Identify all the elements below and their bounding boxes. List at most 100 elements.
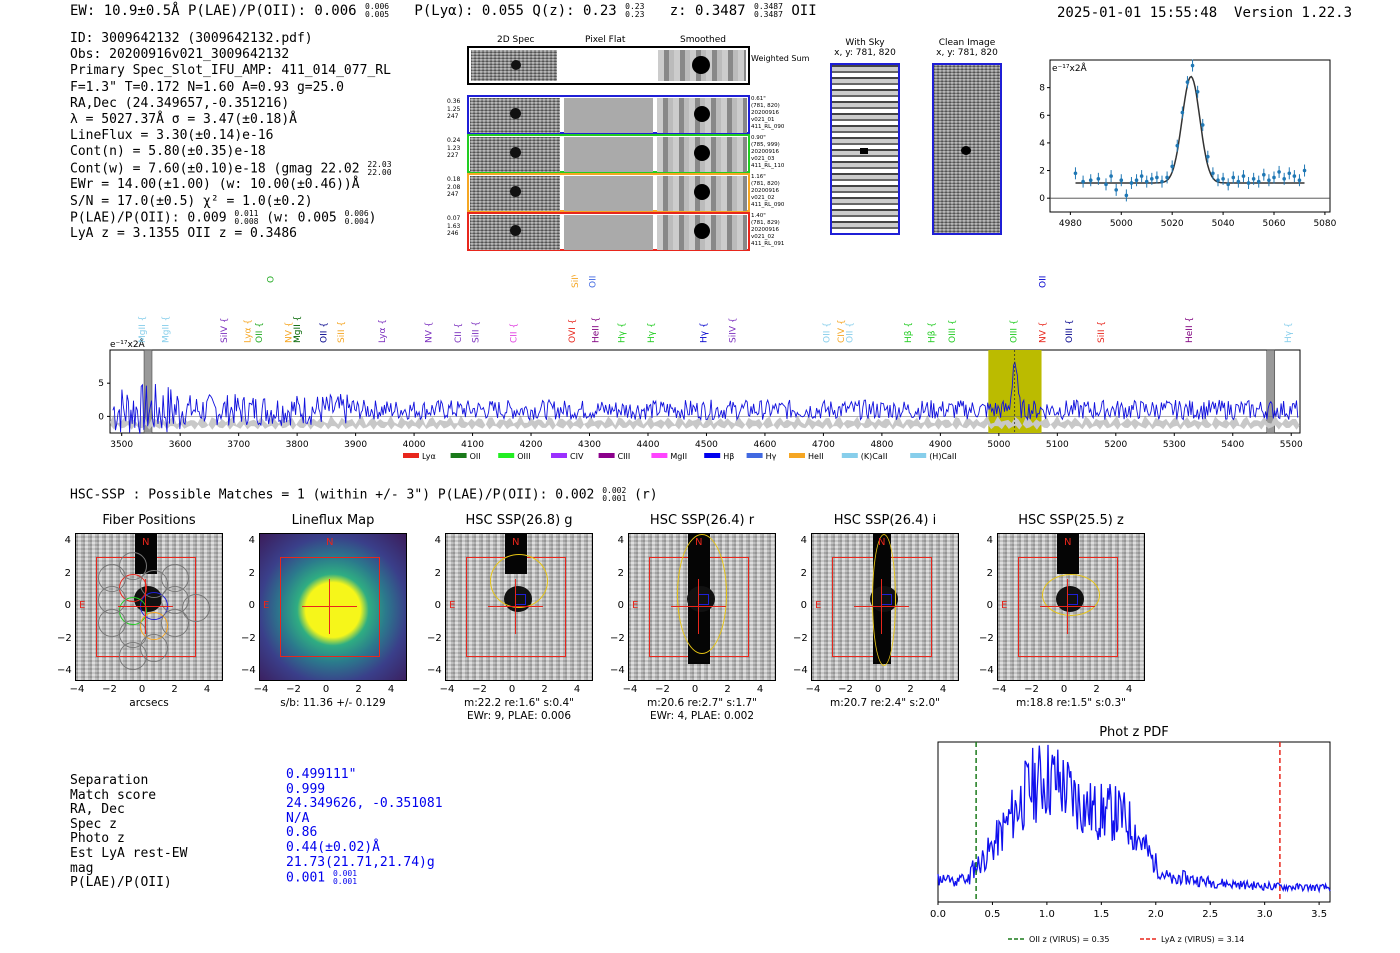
masked-region xyxy=(143,349,153,434)
cutout-row xyxy=(467,134,750,173)
x-tick-label: 4200 xyxy=(520,440,543,450)
match-label: RA, Dec xyxy=(70,802,125,818)
cutout-stat: 227 xyxy=(447,152,459,159)
y-tick-label: −2 xyxy=(610,632,625,644)
emission-line-label: HeII { xyxy=(591,317,601,343)
cutout-smoothed xyxy=(657,215,747,250)
emission-line-label: HeII { xyxy=(1185,317,1195,343)
data-point xyxy=(1231,175,1236,180)
fiber-marker xyxy=(698,594,709,605)
hsc-panel-title: HSC SSP(25.5) z xyxy=(1018,513,1124,528)
cutout-smoothed-source xyxy=(694,145,710,161)
legend-swatch xyxy=(841,453,858,458)
legend-label: Hγ xyxy=(766,452,777,461)
hsc-panel-title: HSC SSP(26.4) i xyxy=(833,513,937,528)
x-tick-label: 3.5 xyxy=(1311,909,1327,920)
x-tick-label: 5060 xyxy=(1263,219,1286,229)
weighted-2dspec xyxy=(471,50,557,81)
legend-label: (K)CaII xyxy=(861,452,888,461)
cutout-meta-line: 411_RL_091 xyxy=(751,241,785,247)
legend-label: MgII xyxy=(670,452,687,461)
match-label: Est LyA rest-EW xyxy=(70,845,188,861)
y-axis-label: e⁻¹⁷x2Å xyxy=(1052,62,1088,74)
y-tick-label: 4 xyxy=(64,535,71,546)
with-sky-title: With Sky x, y: 781, 820 xyxy=(834,38,896,58)
weighted-sum-cutout xyxy=(467,46,750,85)
x-tick-label: 3900 xyxy=(344,440,367,450)
hsc-caption: arcsecs xyxy=(129,697,169,709)
hsc-caption: m:22.2 re:1.6" s:0.4" xyxy=(464,697,574,709)
detection-info: ID: 3009642132 (3009642132.pdf) Obs: 202… xyxy=(70,31,392,243)
photz-curve xyxy=(937,744,1331,894)
info-line: Cont(n) = 5.80(±0.35)e-18 xyxy=(70,144,266,160)
legend-swatch xyxy=(598,453,615,458)
x-tick-label: 2 xyxy=(724,684,731,695)
legend-oii-label: OII z (VIRUS) = 0.35 xyxy=(1029,935,1109,944)
emission-line-label: Hγ { xyxy=(1284,322,1294,343)
spectrum-line xyxy=(112,361,1299,434)
y-tick-label: 4 xyxy=(986,535,993,546)
x-tick-label: 4800 xyxy=(870,440,893,450)
emission-line-label: OIII { xyxy=(948,319,958,343)
legend-swatch xyxy=(403,453,419,458)
cutout-row xyxy=(467,173,750,212)
legend-swatch xyxy=(498,453,515,458)
info-line: RA,Dec (24.349657,-0.351216) xyxy=(70,95,290,111)
x-tick-label: 4400 xyxy=(637,440,660,450)
info-line: F=1.3" T=0.172 N=1.60 A=0.93 g=25.0 xyxy=(70,79,344,95)
crosshair-h xyxy=(854,606,909,608)
clean-image xyxy=(932,63,1002,235)
emission-line-label: Lyα { xyxy=(378,319,388,343)
cutout-meta: 1.16" (781, 820) 20200916 v021_02 411_RL_090 xyxy=(751,174,784,209)
x-tick-label: 5200 xyxy=(1104,440,1127,450)
x-tick-label: 2.5 xyxy=(1202,909,1218,920)
cutout-stats: 0.18 2.08 247 xyxy=(447,176,467,199)
line-fit-chart: 0 2 4 6 8 4980 5000 5020 5040 5060 5080 e⁻¹⁷x2Å xyxy=(1039,59,1337,229)
y-tick-label: 5 xyxy=(98,379,104,389)
emission-line-label: CIV { xyxy=(837,319,847,343)
y-tick-label: 2 xyxy=(1039,167,1045,177)
photz-pdf-chart: Phot z PDF 0.0 0.5 1.0 1.5 2.0 2.5 3.0 3.5 OII z … xyxy=(930,725,1331,944)
y-tick-label: 4 xyxy=(248,535,255,546)
info-line: Primary Spec_Slot_IFU_AMP: 411_014_077_R… xyxy=(70,63,391,79)
x-tick-label: 3500 xyxy=(110,440,133,450)
emission-line-label: OIII { xyxy=(1009,319,1019,343)
x-tick-label: −4 xyxy=(439,684,455,695)
data-point xyxy=(1180,110,1185,115)
y-tick-label: 0 xyxy=(434,600,441,611)
match-label: Separation xyxy=(70,773,149,788)
data-point xyxy=(1155,175,1159,180)
weighted-sum-label: Weighted Sum xyxy=(751,54,810,63)
data-point xyxy=(1195,89,1200,94)
cutout-stat: 1.63 xyxy=(447,222,461,230)
info-line: ID: 3009642132 (3009642132.pdf) xyxy=(70,31,313,46)
with-sky-image xyxy=(830,63,900,235)
y-tick-label: 0 xyxy=(98,412,104,422)
legend-label: OII xyxy=(470,452,481,461)
match-value: 0.499111" xyxy=(286,767,357,782)
info-line: P(LAE)/P(OII): 0.009 0.011 0.008 (w: 0.00… xyxy=(70,208,377,226)
source-ellipse xyxy=(1042,574,1100,616)
x-tick-label: 0.0 xyxy=(930,909,946,920)
cutout-2dspec xyxy=(470,215,560,250)
info-line: EWr = 14.00(±1.00) (w: 10.00(±0.46))Å xyxy=(70,177,360,193)
emission-line-label: NV { xyxy=(1039,322,1049,343)
x-tick-label: 0 xyxy=(322,684,330,695)
east-label: E xyxy=(449,600,456,611)
x-tick-label: −2 xyxy=(838,684,853,695)
north-label: N xyxy=(1064,537,1072,548)
plot-frame xyxy=(1049,59,1331,213)
hsc-panel-title: HSC SSP(26.8) g xyxy=(465,513,573,528)
x-tick-label: 5040 xyxy=(1212,219,1235,229)
emission-line-label: NV { xyxy=(425,322,435,343)
data-point xyxy=(1241,174,1246,178)
x-tick-label: −2 xyxy=(1024,684,1039,695)
cutout-source xyxy=(510,108,521,119)
x-tick-label: 5000 xyxy=(987,440,1010,450)
emission-line-label: MgII { xyxy=(138,316,148,343)
y-tick-label: 2 xyxy=(800,567,807,579)
